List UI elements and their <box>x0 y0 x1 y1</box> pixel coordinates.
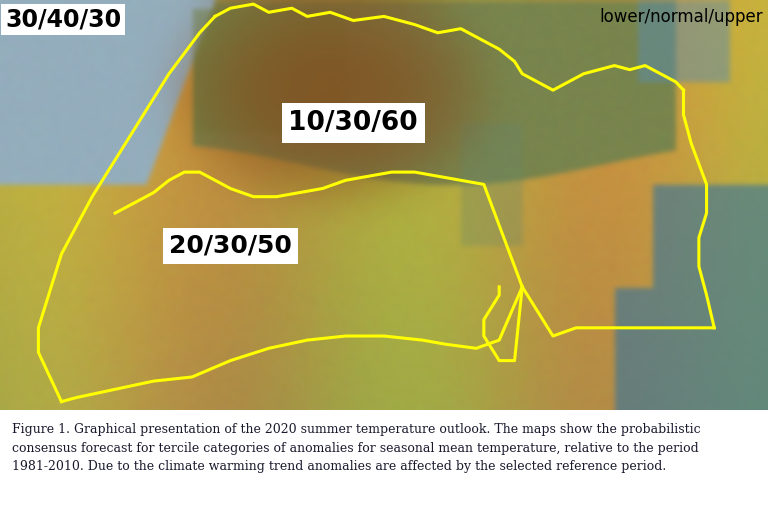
Text: 30/40/30: 30/40/30 <box>5 8 121 32</box>
Text: Figure 1. Graphical presentation of the 2020 summer temperature outlook. The map: Figure 1. Graphical presentation of the … <box>12 423 700 473</box>
Text: 20/30/50: 20/30/50 <box>169 234 292 258</box>
Text: 10/30/60: 10/30/60 <box>289 110 418 136</box>
Text: lower/normal/upper: lower/normal/upper <box>599 8 763 26</box>
